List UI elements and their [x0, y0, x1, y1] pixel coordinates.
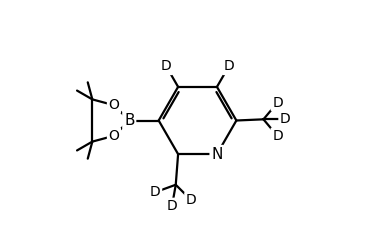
Text: N: N: [211, 147, 223, 162]
Text: B: B: [124, 113, 135, 128]
Text: D: D: [223, 60, 234, 74]
Text: D: D: [272, 95, 283, 110]
Text: D: D: [280, 112, 291, 126]
Text: D: D: [186, 193, 197, 207]
Text: O: O: [109, 129, 120, 143]
Text: D: D: [161, 60, 172, 74]
Text: O: O: [109, 98, 120, 112]
Text: D: D: [272, 129, 283, 143]
Text: D: D: [166, 199, 177, 213]
Text: D: D: [150, 185, 161, 199]
